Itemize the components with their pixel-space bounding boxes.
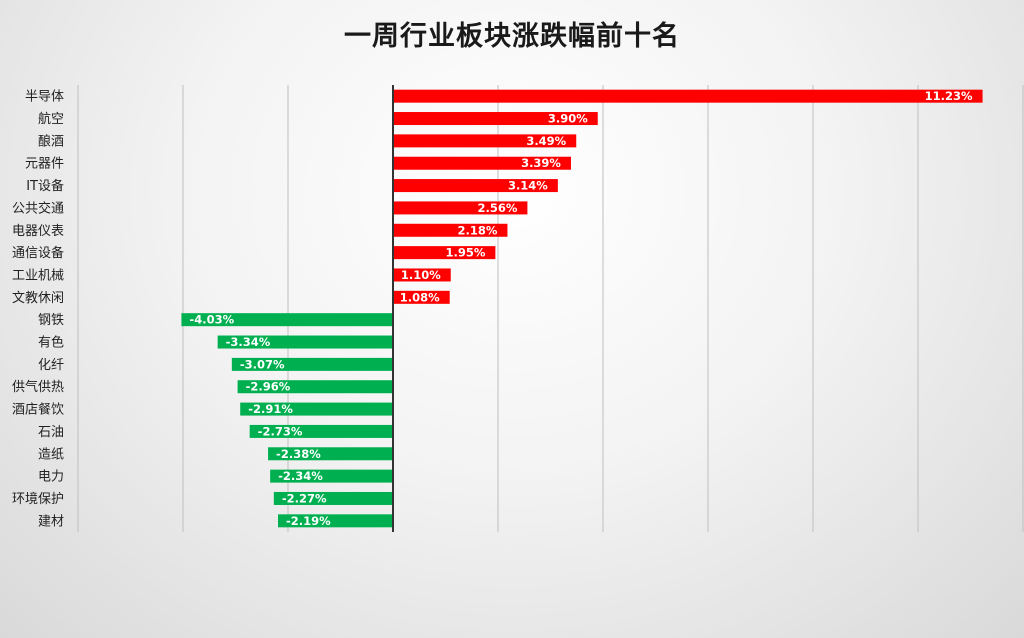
data-label: 2.18%: [458, 223, 498, 237]
data-label: 1.08%: [400, 290, 440, 304]
category-label: 电力: [38, 470, 64, 485]
data-label: 2.56%: [477, 201, 517, 215]
bar: [393, 112, 598, 126]
data-label: -3.07%: [240, 357, 285, 371]
data-label: -3.34%: [226, 335, 271, 349]
category-label: 供气供热: [12, 379, 64, 395]
category-label: 通信设备: [12, 245, 64, 261]
category-label: 元器件: [25, 157, 64, 172]
category-label: 电器仪表: [12, 224, 64, 239]
data-label: -4.03%: [189, 313, 234, 327]
gridlines: [77, 85, 1024, 532]
data-label: -2.38%: [276, 447, 321, 461]
category-label: 公共交通: [12, 200, 64, 216]
bar: [393, 156, 571, 170]
data-label: -2.27%: [282, 491, 327, 505]
category-label: 文教休闲: [12, 290, 64, 306]
category-label: 工业机械: [12, 268, 64, 283]
bars: [181, 89, 983, 528]
bar: [270, 469, 393, 483]
data-label: -2.91%: [248, 402, 293, 416]
bar: [393, 223, 508, 237]
bar: [393, 246, 496, 260]
data-label: 1.10%: [401, 268, 441, 282]
category-label: 有色: [38, 335, 64, 351]
bar: [240, 402, 393, 416]
category-label: 航空: [38, 111, 64, 127]
category-label: IT设备: [26, 178, 64, 194]
data-label: 3.14%: [508, 179, 548, 193]
category-label: 造纸: [38, 447, 64, 462]
category-label: 钢铁: [38, 313, 64, 328]
bar: [393, 134, 577, 148]
data-label: -2.34%: [278, 469, 323, 483]
category-label: 化纤: [38, 358, 64, 373]
data-label: 3.39%: [521, 156, 561, 170]
bar: [231, 357, 393, 371]
data-label: 11.23%: [925, 89, 973, 103]
bar: [393, 89, 983, 103]
category-label: 建材: [38, 514, 64, 529]
data-label: -2.73%: [258, 424, 303, 438]
bar: [273, 491, 393, 505]
bar: [249, 424, 393, 438]
bar: [278, 514, 393, 528]
bar: [217, 335, 393, 349]
chart-title: 一周行业板块涨跌幅前十名: [344, 21, 680, 52]
bar: [237, 380, 393, 394]
category-label: 半导体: [25, 90, 64, 105]
data-label: -2.96%: [246, 380, 291, 394]
category-label: 环境保护: [12, 492, 64, 507]
data-label: -2.19%: [286, 514, 331, 528]
bar: [393, 290, 450, 304]
data-label: 3.49%: [526, 134, 566, 148]
category-label: 石油: [38, 425, 64, 440]
bar: [181, 313, 393, 327]
bar: [393, 201, 528, 215]
bar: [393, 179, 558, 193]
data-label: 1.95%: [445, 246, 485, 260]
category-label: 酒店餐饮: [12, 402, 64, 418]
bar: [393, 268, 451, 282]
category-label: 酿酒: [38, 133, 64, 149]
data-label: 3.90%: [548, 112, 588, 126]
bar: [268, 447, 393, 461]
labels: 半导体 11.23% 航空 3.90% 酿酒 3.49% 元器件 3.39% IT设备 3.14%…: [12, 89, 973, 529]
